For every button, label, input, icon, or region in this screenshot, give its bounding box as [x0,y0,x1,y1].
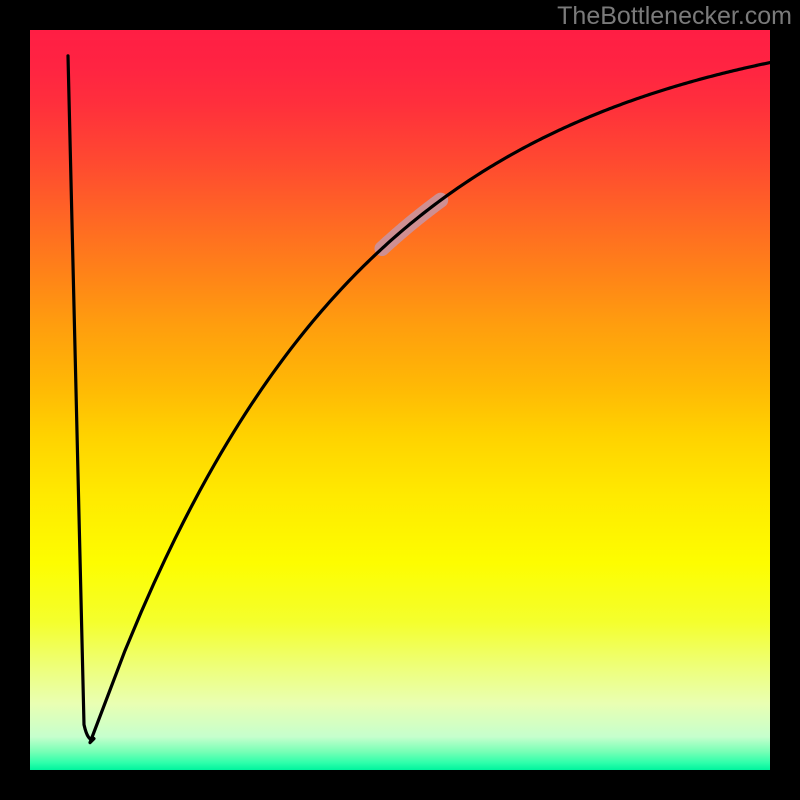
bottleneck-curve-chart [0,0,800,800]
watermark-text: TheBottlenecker.com [557,2,792,31]
chart-frame: TheBottlenecker.com [0,0,800,800]
